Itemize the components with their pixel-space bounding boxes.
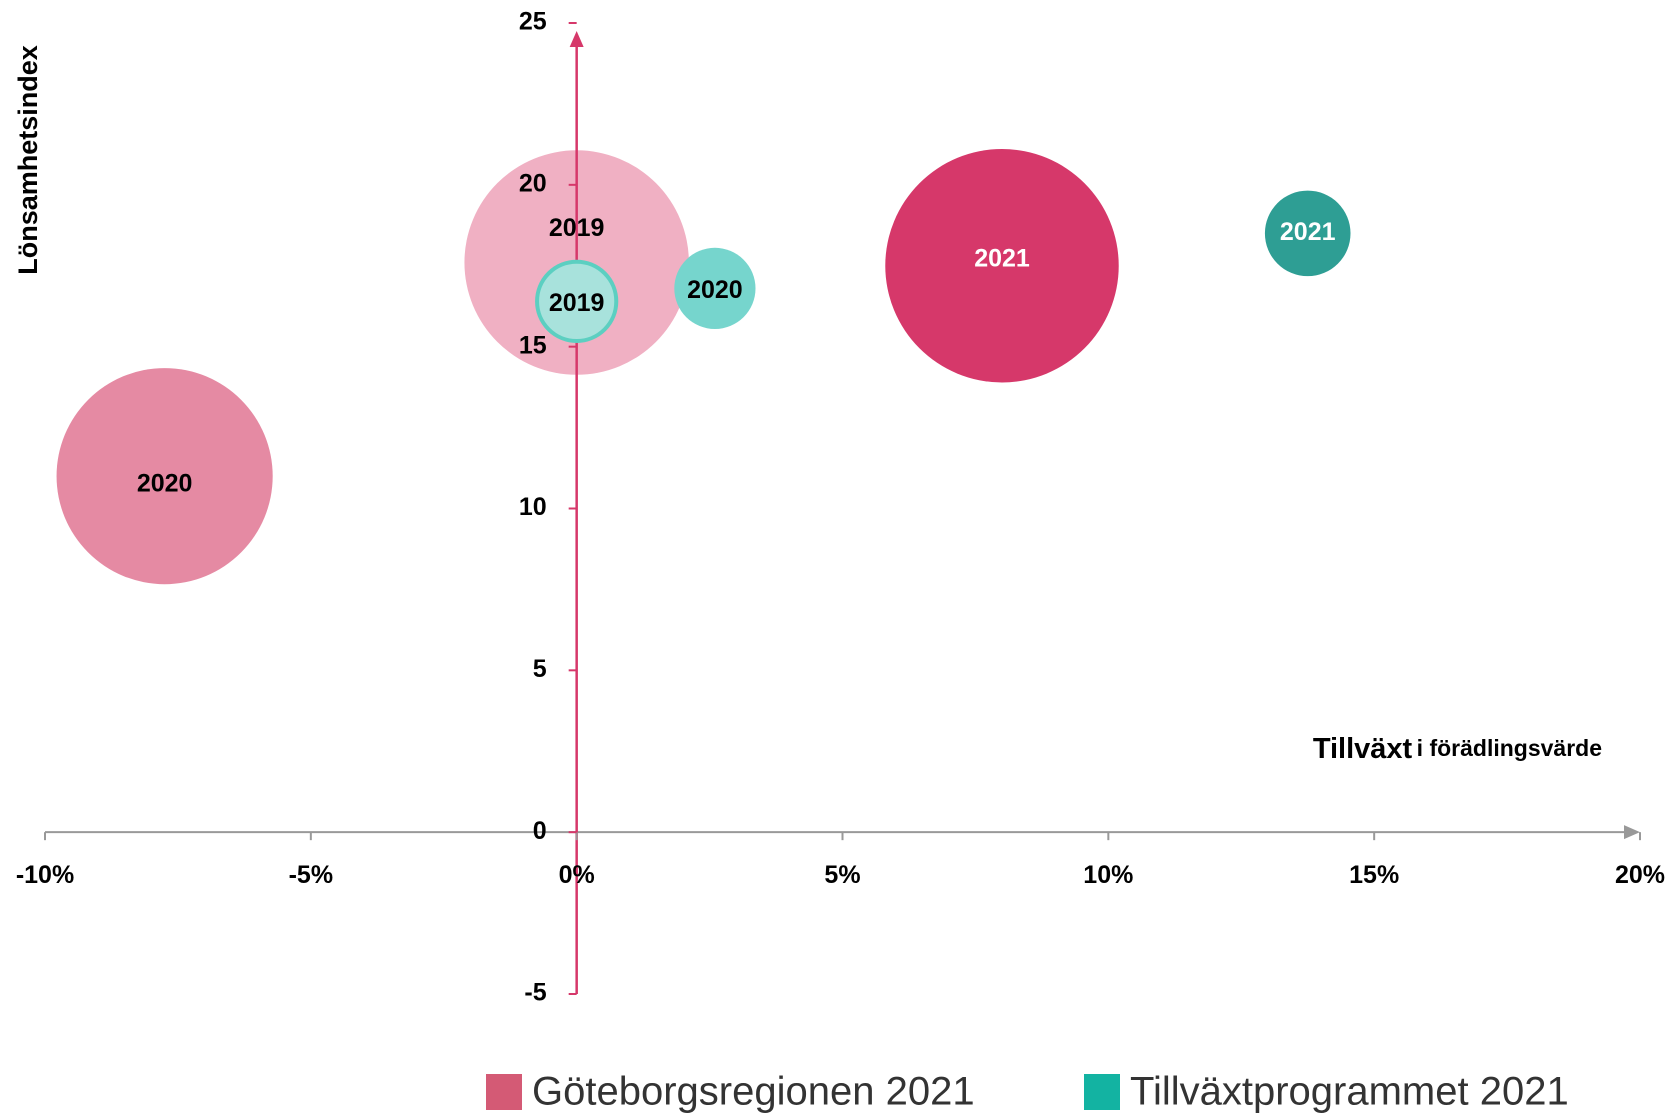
x-axis-label-main: Tillväxt <box>1313 733 1413 765</box>
y-tick-label: 20 <box>519 169 547 197</box>
legend-label: Göteborgsregionen 2021 <box>532 1070 975 1114</box>
bubble <box>885 149 1119 383</box>
x-axis-arrow <box>1624 825 1640 840</box>
legend-swatch <box>1084 1074 1120 1110</box>
x-tick-label: 15% <box>1349 861 1399 889</box>
y-axis-arrow <box>569 31 584 47</box>
y-tick-label: 15 <box>519 331 547 359</box>
x-tick-label: -5% <box>289 861 333 889</box>
y-tick-label: -5 <box>524 979 546 1007</box>
bubble <box>674 247 756 330</box>
x-tick-label: 0% <box>559 861 595 889</box>
bubble-label: 2021 <box>1280 218 1336 246</box>
y-tick-label: 10 <box>519 493 547 521</box>
x-tick-label: -10% <box>16 861 74 889</box>
x-tick-label: 5% <box>824 861 860 889</box>
x-tick-label: 10% <box>1083 861 1133 889</box>
bubble-label: 2020 <box>137 470 193 498</box>
bubble <box>535 259 619 343</box>
x-tick-label: 20% <box>1615 861 1665 889</box>
bubble-label: 2019 <box>549 214 605 242</box>
bubble-label: 2020 <box>687 276 743 304</box>
x-axis-label-sub: i förädlingsvärde <box>1417 735 1602 761</box>
legend-swatch <box>486 1074 522 1110</box>
bubble <box>1264 190 1351 277</box>
bubble-label: 2021 <box>974 244 1030 272</box>
x-axis-label: Tillväxt i förädlingsvärde <box>1313 733 1602 765</box>
bubble <box>56 368 273 585</box>
legend-label: Tillväxtprogrammet 2021 <box>1130 1070 1569 1114</box>
y-tick-label: 25 <box>519 8 547 36</box>
y-axis-label: Lönsamhetsindex <box>13 45 43 275</box>
y-tick-label: 0 <box>533 817 547 845</box>
bubble-label: 2019 <box>549 289 605 317</box>
y-tick-label: 5 <box>533 655 547 683</box>
